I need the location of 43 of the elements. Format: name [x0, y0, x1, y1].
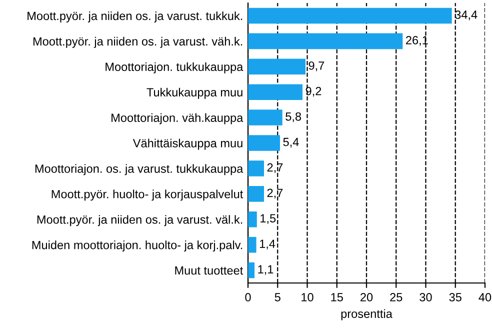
x-tick-label: 15 — [331, 293, 343, 302]
data-label: 34,4 — [455, 10, 478, 20]
data-label: 2,7 — [267, 188, 283, 198]
x-tick-label: 30 — [420, 293, 432, 302]
data-label: 9,7 — [308, 61, 324, 72]
bar — [248, 33, 403, 50]
data-label: 9,2 — [306, 86, 322, 97]
x-tick-label: 10 — [302, 293, 314, 302]
y-tick-label: Moott.pyör. ja niiden os. ja varust. tukkuk. — [28, 11, 242, 22]
x-tick-label: 35 — [449, 293, 462, 302]
x-tick-label: 40 — [478, 293, 492, 302]
data-label: 1,4 — [260, 240, 276, 250]
bar — [248, 84, 303, 100]
bar — [248, 8, 452, 24]
y-tick-label: Moottoriajon. os. ja varust. tukkukauppa — [35, 164, 244, 176]
bar — [248, 186, 264, 202]
y-tick-label: Muut tuotteet — [175, 266, 244, 275]
y-tick-label: Moottoriajon. väh.kauppa — [112, 113, 244, 124]
y-tick-label: Moott.pyör. ja niiden os. ja varust. väl.k. — [37, 215, 242, 226]
x-tick-label: 5 — [274, 293, 280, 302]
data-label: 2,7 — [267, 163, 283, 174]
y-tick-label: Muiden moottoriajon. huolto- ja korj.palv. — [32, 240, 242, 252]
bar — [248, 211, 257, 228]
bar — [248, 110, 282, 126]
bar — [248, 262, 255, 278]
y-tick-label: Vähittäiskauppa muu — [132, 138, 242, 150]
y-tick-label: Tukkukauppa muu — [146, 88, 242, 99]
y-tick-label: Moottoriajon. tukkukauppa — [106, 62, 244, 74]
y-tick-label: Moott.pyör. ja niiden os. ja varust. väh.k. — [33, 36, 242, 48]
bar — [248, 160, 264, 176]
data-label: 1,1 — [258, 265, 274, 275]
data-label: 1,5 — [260, 214, 276, 224]
y-tick-label: Moott.pyör. huolto- ja korjauspalvelut — [52, 190, 244, 201]
data-label: 5,4 — [283, 138, 299, 148]
x-axis-title: prosenttia — [341, 309, 392, 320]
bar — [248, 58, 306, 75]
data-label: 5,8 — [286, 112, 302, 122]
x-tick-label: 20 — [360, 293, 373, 302]
x-tick-label: 0 — [245, 293, 251, 302]
data-label: 26,1 — [406, 36, 428, 46]
bar — [248, 135, 280, 151]
x-tick-label: 25 — [390, 293, 402, 302]
bar — [248, 236, 256, 253]
